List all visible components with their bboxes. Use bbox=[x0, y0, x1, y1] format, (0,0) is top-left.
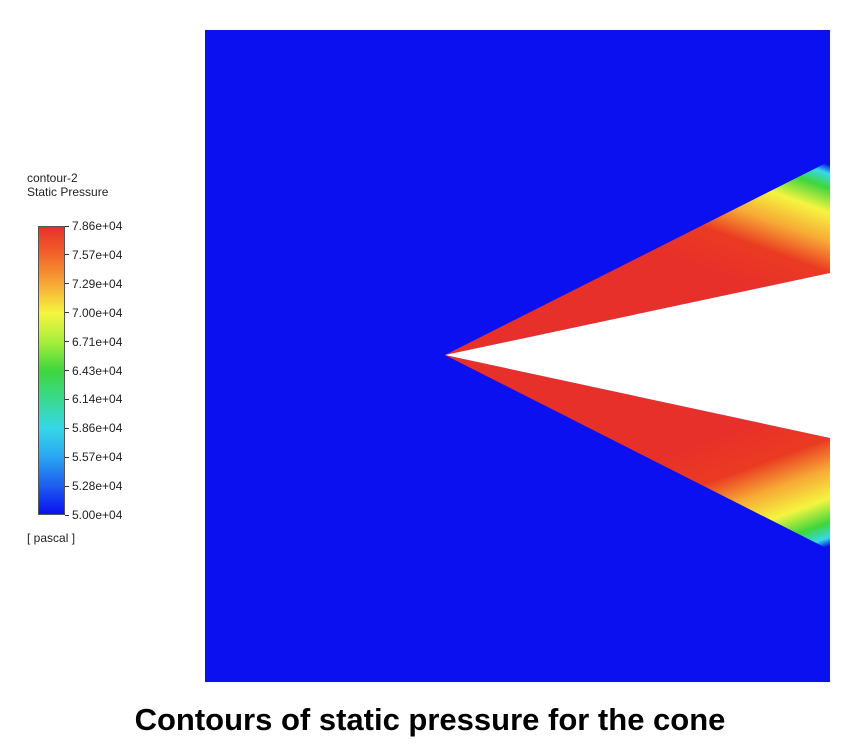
legend-tick-label: 5.28e+04 bbox=[72, 479, 123, 494]
pressure-contour-plot bbox=[205, 30, 830, 682]
legend-tick: 7.86e+04 bbox=[65, 219, 122, 233]
legend-tick-labels: 7.86e+04 7.57e+04 7.29e+04 7.00e+04 6.71e+04… bbox=[65, 219, 175, 522]
legend-tick-mark bbox=[65, 283, 69, 285]
upper-shock-layer bbox=[445, 161, 830, 355]
legend-tick-label: 7.57e+04 bbox=[72, 247, 123, 262]
legend-tick: 5.57e+04 bbox=[65, 450, 122, 464]
legend-tick-mark bbox=[65, 254, 69, 256]
legend-tick-label: 5.00e+04 bbox=[72, 508, 123, 522]
legend-tick-mark bbox=[65, 514, 69, 516]
legend-tick-label: 5.86e+04 bbox=[72, 421, 123, 436]
legend-tick-mark bbox=[65, 341, 69, 343]
legend-tick-label: 5.57e+04 bbox=[72, 450, 123, 465]
legend-tick: 7.29e+04 bbox=[65, 277, 122, 291]
legend-contour-name: contour-2 bbox=[27, 171, 78, 185]
legend-tick-label: 7.86e+04 bbox=[72, 219, 123, 233]
legend-tick-mark bbox=[65, 312, 69, 314]
legend-tick-mark bbox=[65, 485, 69, 487]
legend-tick: 6.14e+04 bbox=[65, 392, 122, 406]
legend-tick: 6.43e+04 bbox=[65, 364, 122, 378]
legend-tick-mark bbox=[65, 427, 69, 429]
legend-tick-label: 6.43e+04 bbox=[72, 363, 123, 378]
lower-shock-layer bbox=[445, 355, 830, 550]
legend-tick-label: 6.71e+04 bbox=[72, 334, 123, 349]
legend-tick-label: 7.00e+04 bbox=[72, 305, 123, 320]
legend-tick-mark bbox=[65, 456, 69, 458]
legend-title: contour-2 Static Pressure bbox=[27, 171, 108, 199]
legend-tick: 5.28e+04 bbox=[65, 479, 122, 493]
legend-variable-name: Static Pressure bbox=[27, 185, 109, 199]
legend-unit: [ pascal ] bbox=[27, 531, 76, 545]
legend-tick-mark bbox=[65, 398, 69, 400]
legend-tick-mark bbox=[65, 370, 69, 371]
legend-tick-label: 7.29e+04 bbox=[72, 276, 123, 291]
legend-tick-mark bbox=[65, 225, 69, 227]
legend-tick-label: 6.14e+04 bbox=[72, 392, 123, 407]
cone-body bbox=[445, 273, 830, 438]
legend-tick: 7.57e+04 bbox=[65, 248, 122, 262]
figure-caption: Contours of static pressure for the cone bbox=[134, 702, 726, 737]
legend-tick: 5.86e+04 bbox=[65, 421, 122, 435]
legend-tick: 7.00e+04 bbox=[65, 306, 122, 320]
legend-tick: 6.71e+04 bbox=[65, 335, 122, 349]
legend-tick: 5.00e+04 bbox=[65, 508, 122, 522]
legend-colorbar bbox=[38, 226, 65, 515]
